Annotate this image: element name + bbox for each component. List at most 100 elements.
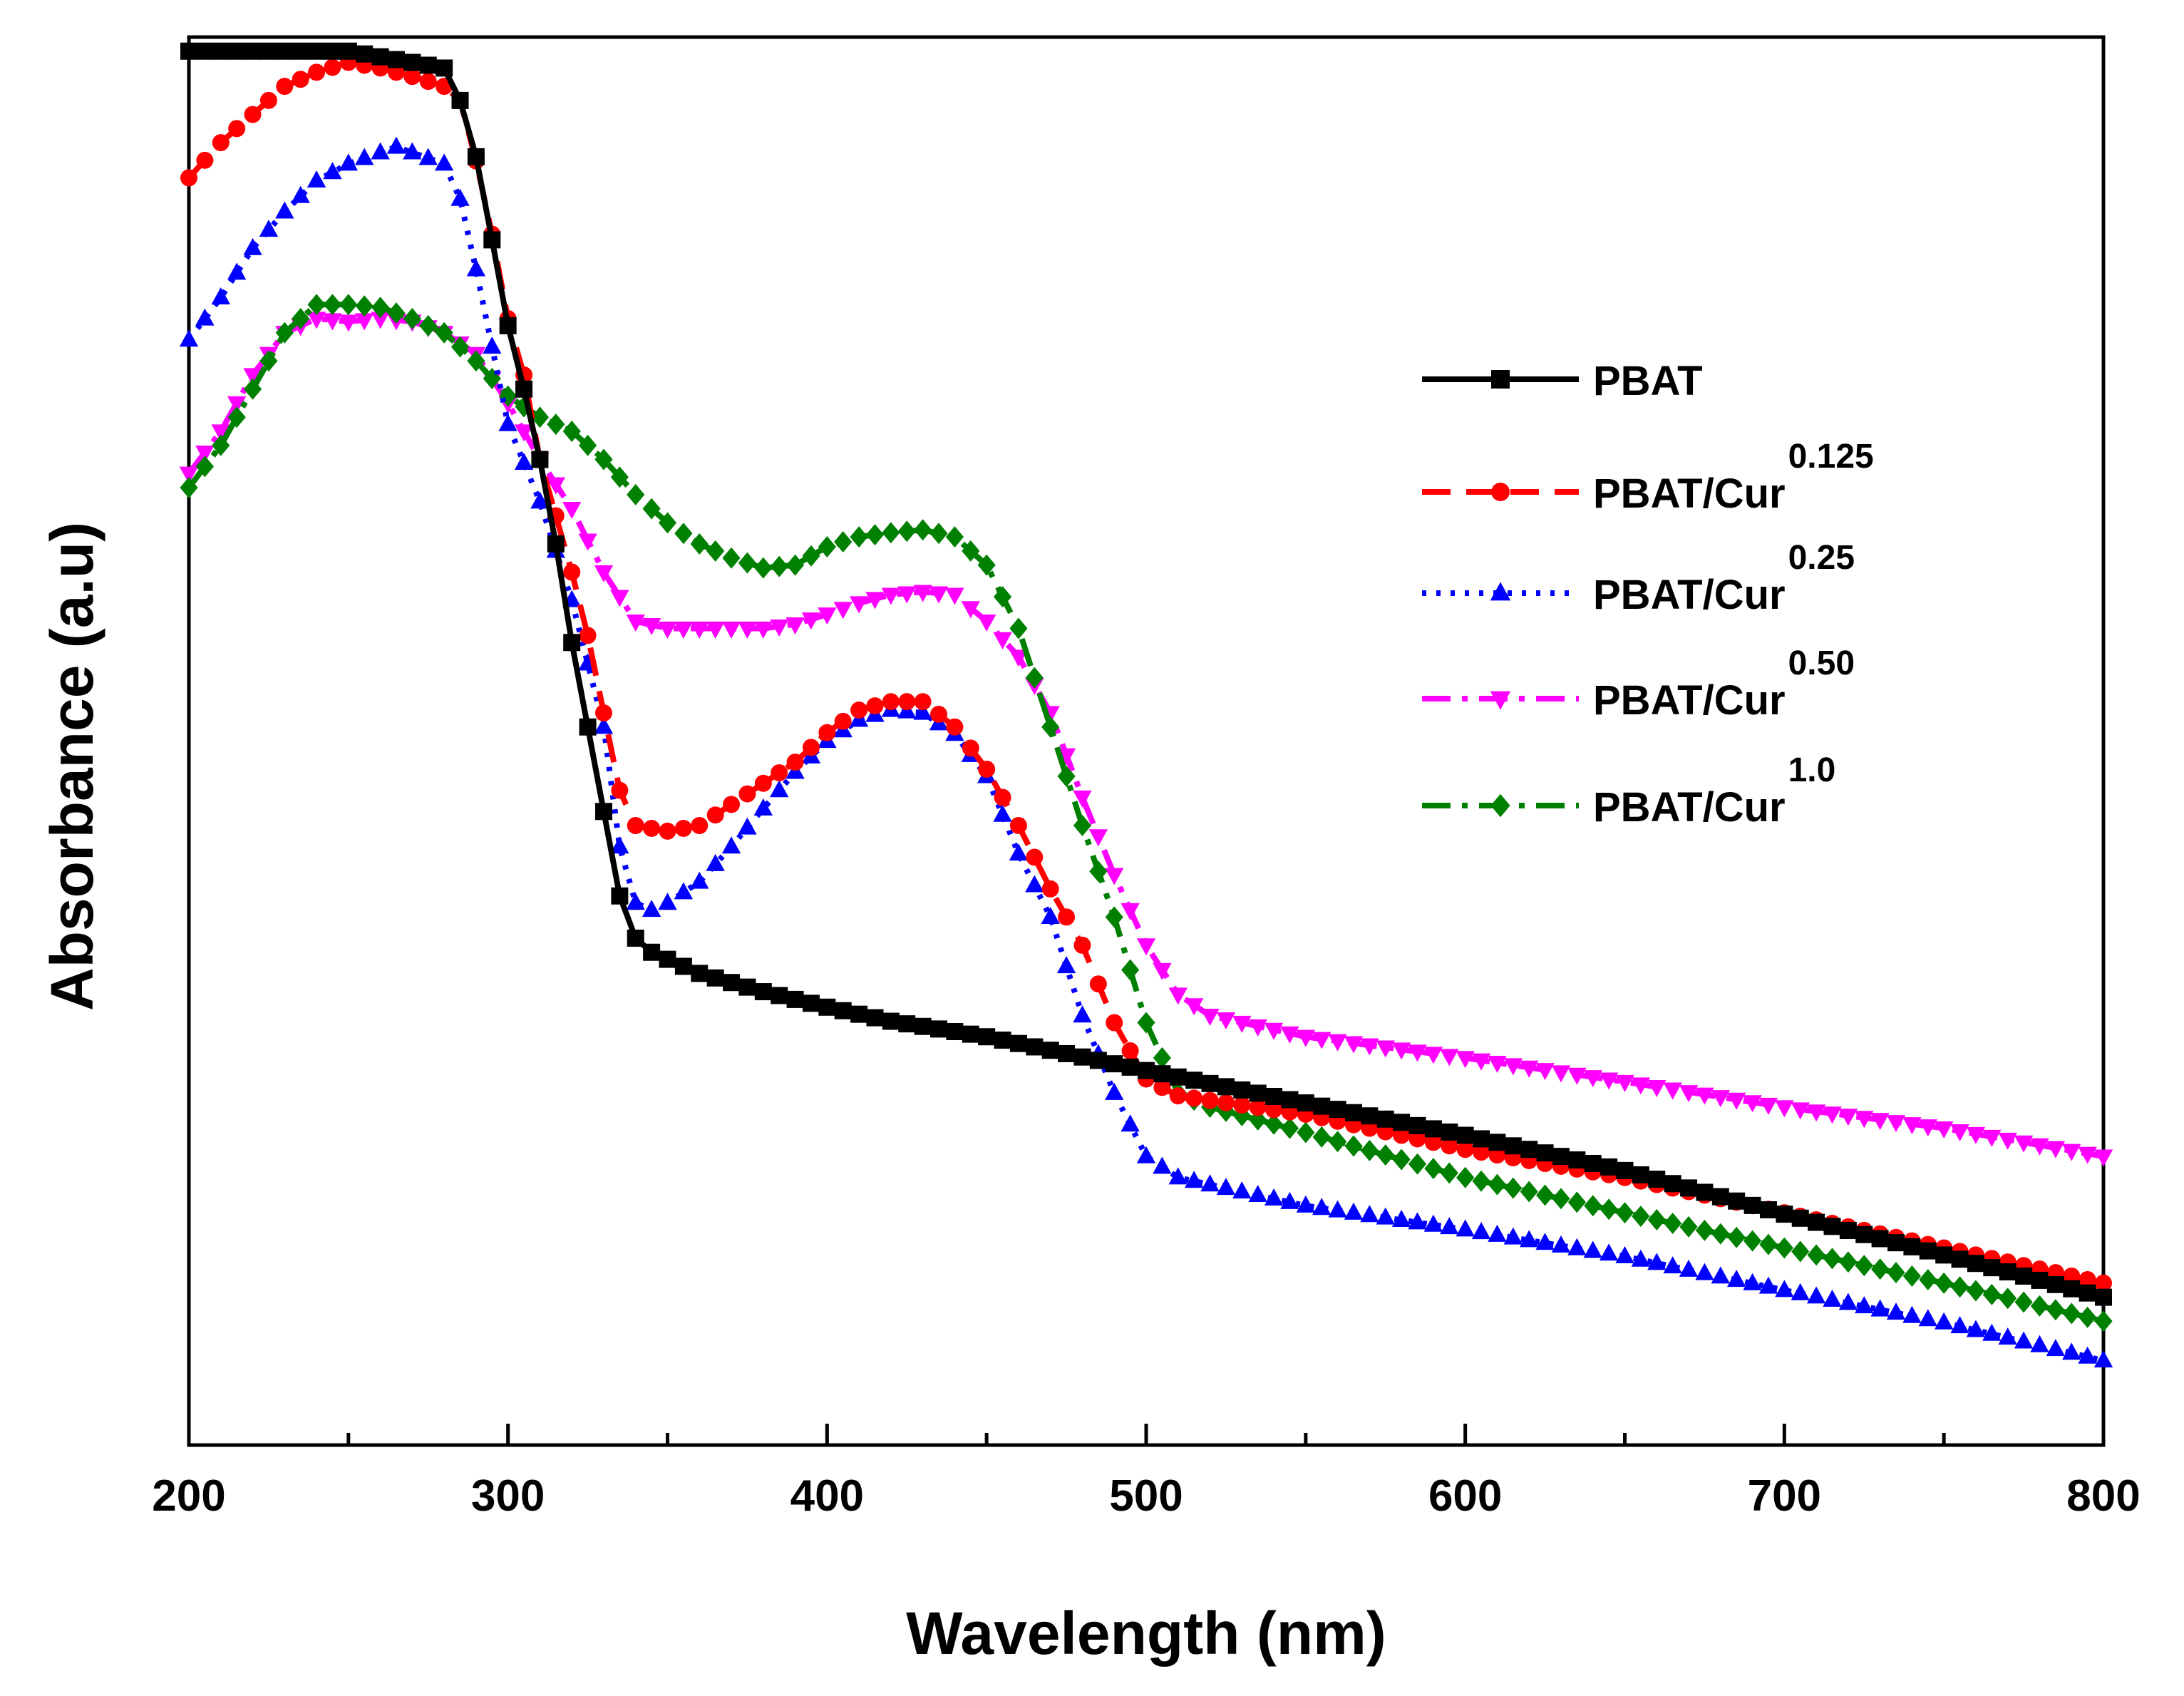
data-marker bbox=[435, 322, 453, 344]
data-marker bbox=[1935, 1246, 1953, 1264]
data-marker bbox=[1615, 1074, 1634, 1092]
data-marker bbox=[1631, 1249, 1651, 1267]
data-marker bbox=[1344, 1202, 1364, 1220]
data-marker bbox=[1249, 1084, 1267, 1102]
data-marker bbox=[1121, 903, 1140, 920]
data-marker bbox=[195, 446, 215, 463]
data-marker bbox=[418, 148, 438, 165]
data-marker bbox=[658, 893, 677, 910]
data-marker bbox=[1759, 1201, 1777, 1218]
data-marker bbox=[339, 314, 359, 332]
data-marker bbox=[2062, 1342, 2081, 1360]
data-marker bbox=[1568, 1151, 1586, 1169]
data-marker bbox=[1998, 1132, 2017, 1150]
data-marker bbox=[738, 817, 757, 835]
data-marker bbox=[754, 983, 772, 1001]
data-marker bbox=[1647, 1253, 1667, 1270]
data-marker bbox=[1168, 987, 1188, 1005]
data-marker bbox=[1870, 1113, 1890, 1131]
data-marker bbox=[1520, 1060, 1539, 1078]
data-marker bbox=[1982, 1129, 2002, 1147]
data-marker bbox=[1535, 1233, 1555, 1250]
data-marker bbox=[1679, 1259, 1699, 1277]
data-marker bbox=[1887, 1262, 1905, 1284]
data-marker bbox=[531, 451, 549, 468]
data-marker bbox=[1391, 1209, 1411, 1227]
data-marker bbox=[1726, 1270, 1746, 1288]
data-marker bbox=[1967, 1280, 1985, 1302]
data-marker bbox=[690, 533, 709, 555]
data-marker bbox=[259, 42, 277, 60]
data-marker bbox=[450, 188, 470, 206]
data-marker bbox=[913, 585, 932, 602]
data-marker bbox=[2046, 1339, 2066, 1357]
data-marker bbox=[562, 421, 581, 442]
data-marker bbox=[802, 995, 820, 1012]
data-marker bbox=[259, 220, 279, 237]
data-marker bbox=[1009, 843, 1029, 861]
data-marker bbox=[1249, 1109, 1267, 1131]
x-axis-ticks: 200 300 400 500 600 700 800 bbox=[152, 1424, 2141, 1521]
data-marker bbox=[228, 120, 246, 138]
data-marker bbox=[467, 350, 485, 372]
data-marker bbox=[308, 42, 326, 60]
data-marker bbox=[1456, 1051, 1475, 1069]
data-marker bbox=[514, 453, 534, 471]
data-marker bbox=[1551, 1235, 1571, 1253]
data-marker bbox=[1088, 829, 1108, 847]
data-marker bbox=[578, 434, 597, 456]
data-marker bbox=[324, 42, 341, 60]
data-marker bbox=[1280, 1117, 1299, 1139]
x-tick-label: 800 bbox=[2066, 1471, 2140, 1521]
data-marker bbox=[850, 701, 868, 719]
data-marker bbox=[2079, 1284, 2096, 1302]
data-marker bbox=[1376, 1040, 1395, 1058]
data-marker bbox=[466, 259, 486, 277]
data-marker bbox=[1073, 1048, 1091, 1066]
data-marker bbox=[1520, 1141, 1538, 1158]
data-marker bbox=[579, 627, 597, 644]
legend-entry: PBAT bbox=[1422, 358, 1703, 404]
data-marker bbox=[2046, 1299, 2065, 1321]
data-marker bbox=[514, 424, 534, 442]
data-marker bbox=[1361, 1107, 1379, 1125]
data-marker bbox=[1903, 1238, 1921, 1255]
data-marker bbox=[1329, 1131, 1347, 1153]
data-marker bbox=[627, 483, 645, 505]
data-marker bbox=[1871, 1230, 1889, 1248]
data-marker bbox=[386, 136, 406, 154]
data-marker bbox=[1490, 793, 1510, 818]
data-marker bbox=[1552, 1188, 1570, 1210]
data-marker bbox=[785, 554, 805, 576]
data-marker bbox=[419, 56, 437, 74]
data-marker bbox=[594, 565, 614, 582]
data-marker bbox=[946, 1023, 964, 1041]
data-marker bbox=[1136, 1146, 1156, 1163]
data-marker bbox=[1136, 938, 1156, 956]
data-marker bbox=[276, 42, 294, 60]
data-marker bbox=[706, 853, 725, 871]
data-marker bbox=[945, 526, 964, 548]
data-marker bbox=[1664, 1212, 1682, 1234]
data-marker bbox=[1919, 1242, 1937, 1260]
data-marker bbox=[259, 350, 278, 372]
data-marker bbox=[1440, 1162, 1458, 1184]
data-marker bbox=[1153, 1079, 1171, 1096]
plot-frame bbox=[187, 35, 2106, 1447]
data-marker bbox=[818, 535, 836, 557]
data-marker bbox=[2014, 1291, 2033, 1313]
legend-label-sup: 0.25 bbox=[1788, 539, 1855, 577]
data-marker bbox=[771, 764, 788, 781]
data-marker bbox=[1329, 1101, 1346, 1119]
data-marker bbox=[1248, 1019, 1267, 1037]
data-marker bbox=[1664, 1175, 1681, 1193]
data-marker bbox=[1041, 880, 1059, 898]
data-marker bbox=[1201, 1091, 1219, 1109]
data-marker bbox=[1632, 1206, 1650, 1228]
data-marker bbox=[738, 621, 757, 639]
data-marker bbox=[834, 1002, 852, 1019]
data-marker bbox=[1153, 1156, 1172, 1174]
data-marker bbox=[403, 53, 421, 71]
data-marker bbox=[579, 718, 597, 736]
